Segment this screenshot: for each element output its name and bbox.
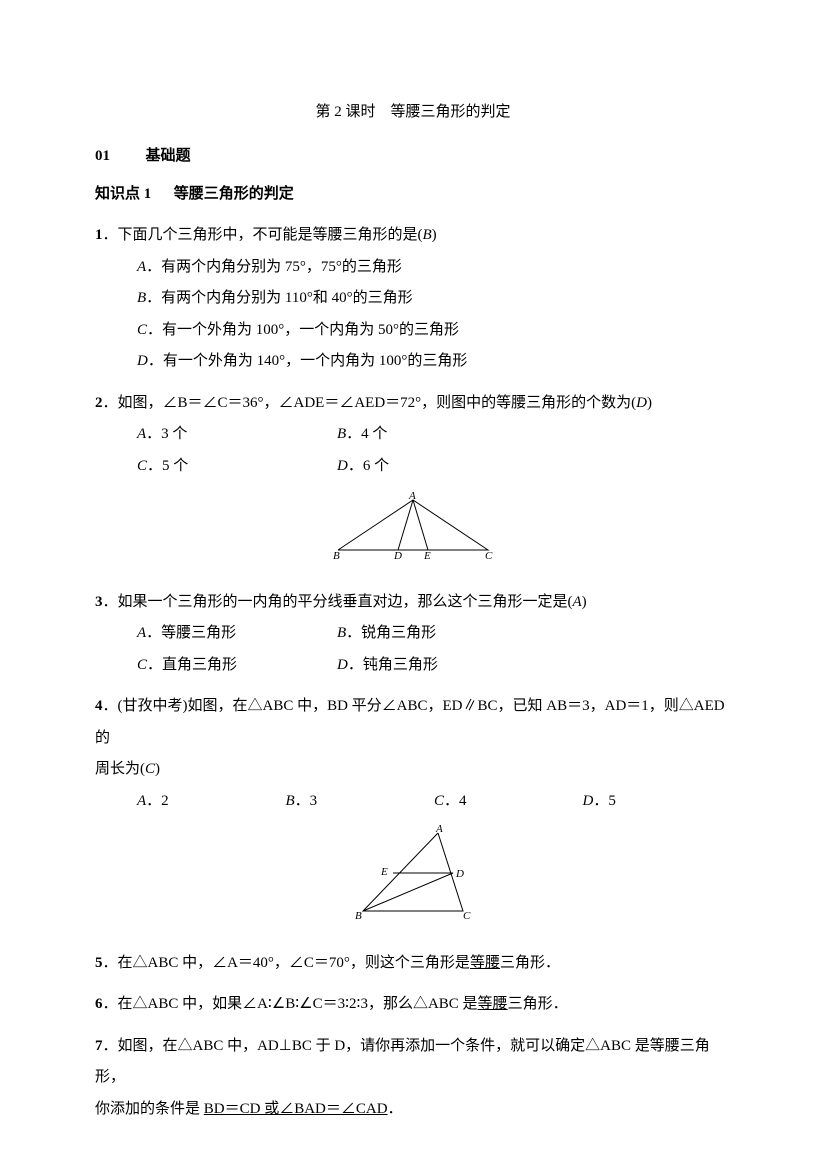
stem-end: ) <box>647 395 652 411</box>
qnum: 7 <box>95 1038 103 1054</box>
stem-a: ．在△ABC 中，∠A＝40°，∠C＝70°，则这个三角形是 <box>103 955 470 971</box>
stem-b: 周长为( <box>95 761 145 777</box>
question-1: 1．下面几个三角形中，不可能是等腰三角形的是(B) A．有两个内角分别为 75°… <box>95 220 731 378</box>
stem-end: ) <box>432 227 437 243</box>
question-2: 2．如图，∠B＝∠C＝36°，∠ADE＝∠AED＝72°，则图中的等腰三角形的个… <box>95 388 731 573</box>
opt-d: D．5 <box>583 786 732 818</box>
stem-c: ． <box>388 1101 403 1117</box>
svg-text:A: A <box>435 825 443 835</box>
stem-a: ．如图，在△ABC 中，AD⊥BC 于 D，请你再添加一个条件，就可以确定△AB… <box>95 1038 710 1086</box>
stem: ．如图，∠B＝∠C＝36°，∠ADE＝∠AED＝72°，则图中的等腰三角形的个数… <box>103 395 637 411</box>
opt-c: C．直角三角形 <box>137 650 337 682</box>
opt-c: C．有一个外角为 100°，一个内角为 50°的三角形 <box>137 315 731 347</box>
knowledge-text: 等腰三角形的判定 <box>174 186 294 202</box>
qnum: 2 <box>95 395 103 411</box>
stem-b: 你添加的条件是 <box>95 1101 204 1117</box>
svg-text:B: B <box>333 550 340 560</box>
answer: 等腰 <box>478 996 508 1012</box>
qnum: 5 <box>95 955 103 971</box>
stem-b: 三角形． <box>508 996 568 1012</box>
options: A．2 B．3 C．4 D．5 <box>95 786 731 818</box>
opt-a: A．有两个内角分别为 75°，75°的三角形 <box>137 252 731 284</box>
answer: A <box>573 594 582 610</box>
section-header: 01 基础题 <box>95 144 731 168</box>
svg-text:C: C <box>463 910 471 921</box>
section-num: 01 <box>95 148 110 164</box>
answer: D <box>636 395 647 411</box>
question-6: 6．在△ABC 中，如果∠A∶∠B∶∠C＝3∶2∶3，那么△ABC 是等腰三角形… <box>95 989 731 1021</box>
answer: C <box>145 761 155 777</box>
page-title: 第 2 课时 等腰三角形的判定 <box>95 100 731 124</box>
svg-text:C: C <box>485 550 493 560</box>
options: A．等腰三角形 B．锐角三角形 C．直角三角形 D．钝角三角形 <box>95 618 731 681</box>
opt-b: B．有两个内角分别为 110°和 40°的三角形 <box>137 283 731 315</box>
opt-d: D．钝角三角形 <box>337 650 537 682</box>
opt-a: A．3 个 <box>137 419 337 451</box>
svg-text:E: E <box>423 550 431 560</box>
question-4: 4．(甘孜中考)如图，在△ABC 中，BD 平分∠ABC，ED∥BC，已知 AB… <box>95 691 731 934</box>
opt-c: C．5 个 <box>137 451 337 483</box>
stem-b: 三角形． <box>500 955 560 971</box>
answer: 等腰 <box>470 955 500 971</box>
question-7: 7．如图，在△ABC 中，AD⊥BC 于 D，请你再添加一个条件，就可以确定△A… <box>95 1031 731 1126</box>
figure-q2: A B D E C <box>95 490 731 573</box>
svg-text:A: A <box>408 490 416 502</box>
answer: BD＝CD 或∠BAD＝∠CAD <box>204 1101 388 1117</box>
opt-c: C．4 <box>434 786 583 818</box>
stem-end: ) <box>155 761 160 777</box>
opt-b: B．3 <box>286 786 435 818</box>
triangle-diagram-icon: A B D E C <box>323 490 503 560</box>
figure-q4: A E D B C <box>95 825 731 934</box>
section-text: 基础题 <box>146 148 191 164</box>
qnum: 6 <box>95 996 103 1012</box>
svg-text:E: E <box>380 866 388 878</box>
question-5: 5．在△ABC 中，∠A＝40°，∠C＝70°，则这个三角形是等腰三角形． <box>95 948 731 980</box>
opt-a: A．等腰三角形 <box>137 618 337 650</box>
opt-d: D．6 个 <box>337 451 537 483</box>
opt-b: B．4 个 <box>337 419 537 451</box>
question-3: 3．如果一个三角形的一内角的平分线垂直对边，那么这个三角形一定是(A) A．等腰… <box>95 587 731 682</box>
qnum: 3 <box>95 594 103 610</box>
opt-d: D．有一个外角为 140°，一个内角为 100°的三角形 <box>137 346 731 378</box>
opt-b: B．锐角三角形 <box>337 618 537 650</box>
options: A．3 个 B．4 个 C．5 个 D．6 个 <box>95 419 731 482</box>
qnum: 1 <box>95 227 103 243</box>
knowledge-label: 知识点 1 <box>95 186 151 202</box>
knowledge-header: 知识点 1 等腰三角形的判定 <box>95 182 731 206</box>
options: A．有两个内角分别为 75°，75°的三角形 B．有两个内角分别为 110°和 … <box>95 252 731 378</box>
svg-text:D: D <box>393 550 402 560</box>
stem-a: ．在△ABC 中，如果∠A∶∠B∶∠C＝3∶2∶3，那么△ABC 是 <box>103 996 478 1012</box>
svg-text:D: D <box>455 868 464 880</box>
stem: ．如果一个三角形的一内角的平分线垂直对边，那么这个三角形一定是( <box>103 594 573 610</box>
svg-text:B: B <box>355 910 362 921</box>
qnum: 4 <box>95 698 103 714</box>
triangle-diagram-icon: A E D B C <box>343 825 483 921</box>
opt-a: A．2 <box>137 786 286 818</box>
stem-a: ．(甘孜中考)如图，在△ABC 中，BD 平分∠ABC，ED∥BC，已知 AB＝… <box>95 698 725 746</box>
answer: B <box>423 227 432 243</box>
stem: ．下面几个三角形中，不可能是等腰三角形的是( <box>103 227 423 243</box>
stem-end: ) <box>582 594 587 610</box>
